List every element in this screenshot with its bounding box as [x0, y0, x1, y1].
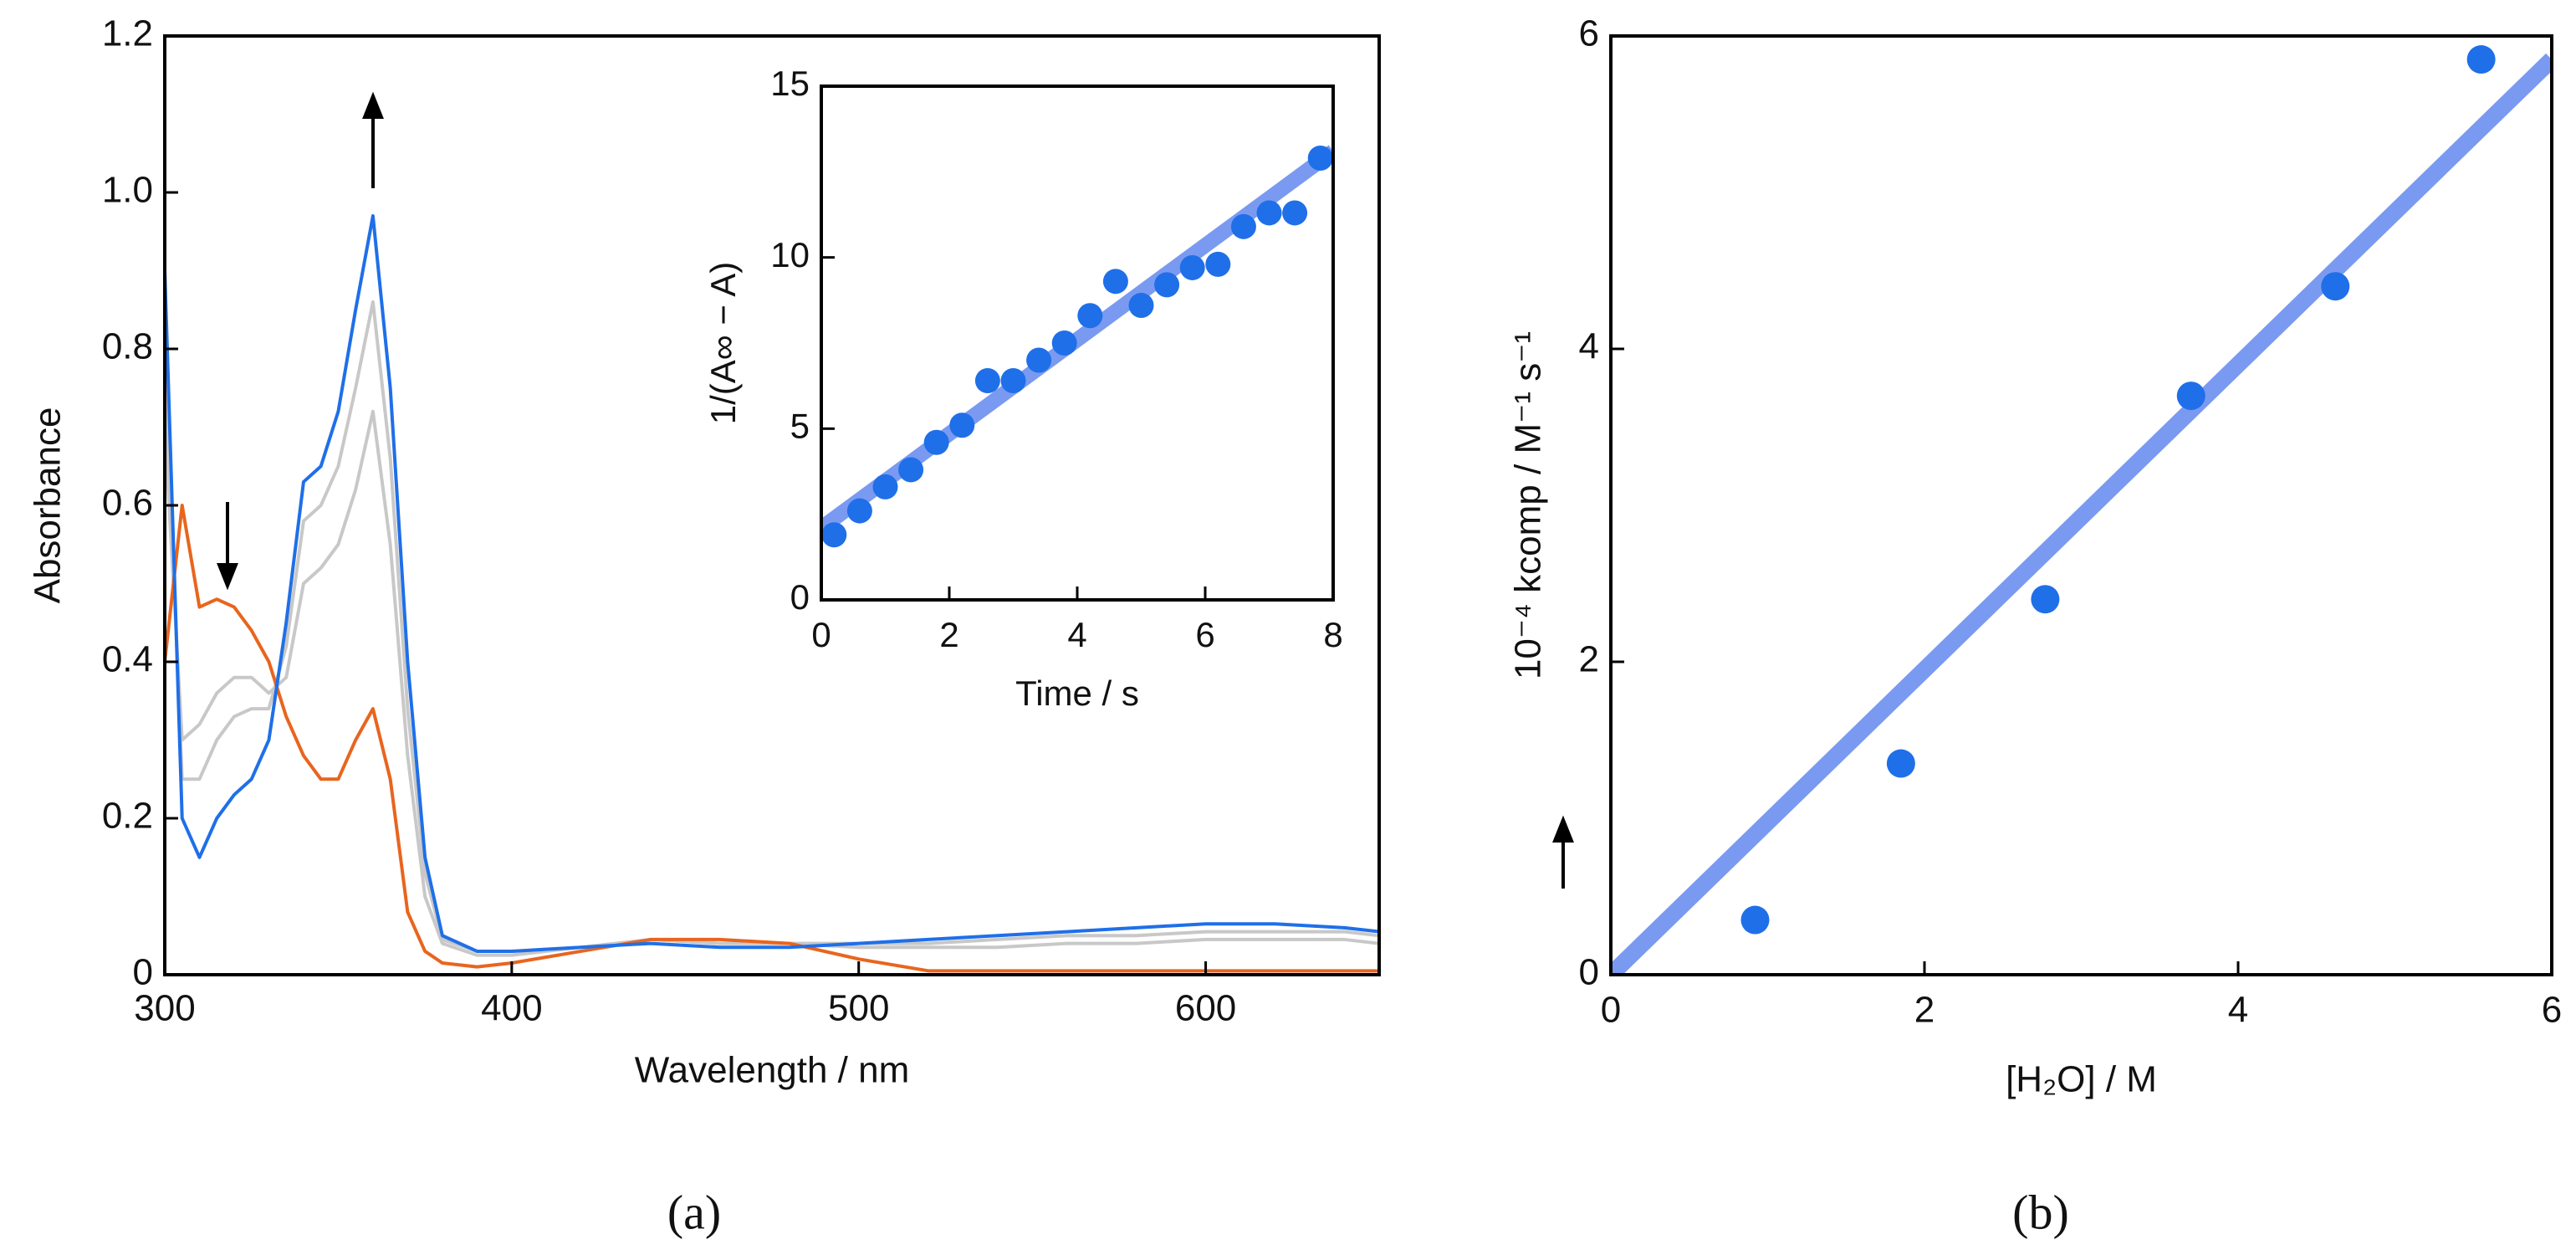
x-tick-label: 4 — [2228, 990, 2248, 1031]
y-tick-label: 0 — [1579, 952, 1599, 993]
y-tick-label: 15 — [770, 64, 810, 103]
y-tick-label: 0.4 — [102, 639, 153, 680]
point — [846, 498, 872, 524]
point — [1026, 347, 1052, 373]
y-tick-label: 0 — [133, 952, 153, 993]
x-tick-label: 2 — [939, 615, 958, 654]
y-tick-label: 0.8 — [102, 326, 153, 367]
y-tick-label: 6 — [1579, 13, 1599, 54]
arrow-head — [1552, 815, 1574, 843]
line — [165, 300, 1379, 953]
arrow-head — [362, 91, 384, 119]
x-tick-label: 4 — [1067, 615, 1086, 654]
line — [165, 214, 1379, 953]
point — [1307, 145, 1333, 171]
point — [949, 412, 975, 438]
point — [1102, 269, 1128, 295]
point — [1051, 330, 1077, 356]
y-tick-label: 0.2 — [102, 796, 153, 837]
x-axis-label: Time / s — [1015, 674, 1139, 713]
arrow-head — [217, 563, 238, 591]
y-tick-label: 5 — [790, 406, 810, 445]
x-tick-label: 300 — [134, 988, 195, 1029]
plot — [821, 145, 1333, 548]
x-axis-label: Wavelength / nm — [635, 1050, 910, 1091]
x-tick-label: 6 — [2542, 990, 2562, 1031]
point — [1154, 272, 1180, 298]
chart: 0 2 4 6 0 2 4 6 [H₂O] / M 10⁻⁴ kcomp / M⁻¹ s⁻¹ (b) — [1508, 13, 2563, 1240]
y-axis-label: Absorbance — [28, 407, 69, 604]
x-axis-label: [H₂O] / M — [2006, 1059, 2157, 1100]
x-tick-label: 400 — [481, 988, 542, 1029]
line — [1611, 53, 2552, 975]
point — [2031, 585, 2060, 614]
point — [1230, 213, 1256, 239]
point — [2176, 382, 2205, 411]
point — [1205, 251, 1231, 277]
x-tick-label: 0 — [811, 615, 831, 654]
line — [165, 409, 1379, 957]
point — [2321, 272, 2350, 301]
y-tick-label: 0.6 — [102, 483, 153, 524]
point — [974, 368, 1000, 394]
point — [1282, 200, 1308, 226]
point — [1077, 303, 1103, 329]
point — [872, 474, 898, 499]
y-tick-label: 1.0 — [102, 170, 153, 211]
plot — [1611, 45, 2552, 975]
x-tick-label: 500 — [828, 988, 889, 1029]
point — [898, 457, 924, 483]
y-tick-label: 1.2 — [102, 13, 153, 54]
point — [2466, 45, 2496, 74]
panel-label: (b) — [2012, 1185, 2069, 1239]
chart: 0 2 4 6 8 0 5 10 15 Time / s 1/(A∞ − A) — [703, 64, 1343, 713]
arrows — [217, 91, 1574, 889]
y-axis-label: 10⁻⁴ kcomp / M⁻¹ s⁻¹ — [1508, 331, 1549, 679]
x-tick-label: 8 — [1323, 615, 1342, 654]
point — [821, 522, 847, 548]
point — [923, 429, 949, 455]
y-axis-label: 1/(A∞ − A) — [703, 262, 743, 425]
x-tick-label: 0 — [1601, 990, 1621, 1031]
y-tick-label: 2 — [1579, 639, 1599, 680]
point — [1128, 292, 1154, 318]
panel-label: (a) — [667, 1185, 721, 1239]
plot — [165, 214, 1379, 973]
x-tick-label: 2 — [1914, 990, 1935, 1031]
frame — [1609, 34, 2553, 976]
point — [1886, 749, 1915, 778]
x-tick-label: 600 — [1175, 988, 1236, 1029]
x-tick-label: 6 — [1195, 615, 1214, 654]
point — [1179, 254, 1205, 280]
line — [165, 504, 1379, 973]
y-tick-label: 0 — [790, 577, 810, 617]
point — [1256, 200, 1282, 226]
y-tick-label: 4 — [1579, 326, 1599, 367]
point — [1000, 368, 1026, 394]
y-tick-label: 10 — [770, 235, 810, 274]
point — [1740, 905, 1770, 935]
